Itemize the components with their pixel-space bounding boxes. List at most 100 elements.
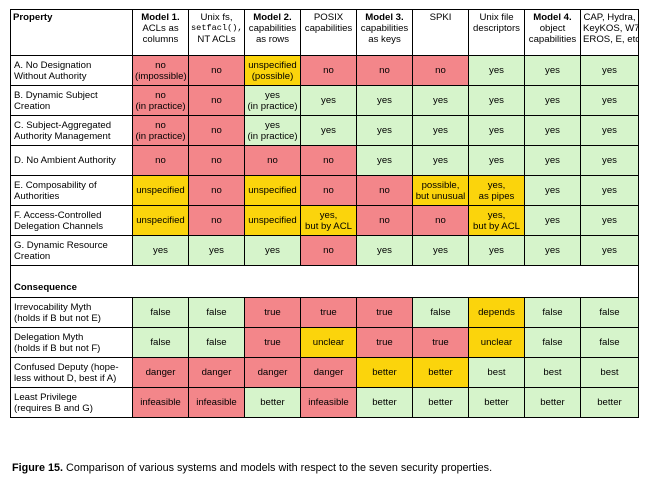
cell-line: false	[150, 307, 171, 318]
table-cell: yes	[468, 145, 525, 176]
cell-line: (requires B and G)	[14, 402, 93, 414]
table-cell: yes	[412, 235, 469, 266]
table-cell: no	[412, 205, 469, 236]
cell-line: yes	[602, 185, 617, 196]
cell-line: unspecified	[136, 185, 185, 196]
table-cell: best	[524, 357, 581, 388]
caption-text: Comparison of various systems and models…	[63, 462, 493, 474]
cell-line: no	[155, 89, 166, 101]
table-cell: false	[524, 297, 581, 328]
cell-line: yes	[602, 245, 617, 256]
consequence-header-row: Consequence	[10, 277, 639, 298]
column-header: Model 3. capabilities as keys	[356, 9, 413, 56]
cell-line: NT ACLs	[197, 34, 236, 45]
table-cell: yes	[132, 235, 189, 266]
cell-line: no	[267, 155, 278, 166]
cell-line: capabilities	[304, 23, 353, 34]
cell-line: setfacl(),	[191, 23, 243, 33]
cell-line: Delegation Channels	[14, 220, 104, 232]
cell-line: danger	[257, 367, 288, 378]
cell-line: true	[264, 307, 281, 318]
cell-line: but by ACL	[305, 220, 352, 232]
cell-line: as pipes	[478, 190, 515, 202]
cell-line: yes	[433, 95, 448, 106]
table-cell: true	[356, 297, 413, 328]
cell-line: Delegation Myth	[14, 331, 84, 343]
cell-line: possible,	[421, 179, 460, 191]
table-cell: true	[244, 297, 301, 328]
cell-line: better	[372, 397, 397, 408]
table-cell: yes	[468, 115, 525, 146]
table-cell: yes	[580, 175, 639, 206]
table-cell: unspecified	[132, 205, 189, 236]
cell-line: yes	[545, 65, 560, 76]
property-row: B. Dynamic Subject Creation no (in practice…	[10, 85, 639, 116]
cell-line: Creation	[14, 100, 51, 112]
cell-line: E. Composability of	[14, 179, 97, 191]
cell-line: SPKI	[429, 12, 452, 23]
cell-line: no	[323, 185, 334, 196]
cell-line: Irrevocability Myth	[14, 301, 92, 313]
cell-line: yes	[321, 125, 336, 136]
cell-line: no	[211, 155, 222, 166]
table-cell: yes	[356, 145, 413, 176]
table-cell: yes, as pipes	[468, 175, 525, 206]
cell-line: false	[206, 307, 227, 318]
cell-line: (holds if B but not F)	[14, 342, 101, 354]
property-row-label: D. No Ambient Authority	[10, 145, 133, 176]
table-cell: yes	[412, 85, 469, 116]
cell-line: no	[211, 65, 222, 76]
table-cell: yes	[356, 235, 413, 266]
cell-line: no	[323, 65, 334, 76]
table-cell: no	[244, 145, 301, 176]
cell-line: yes,	[487, 209, 506, 221]
consequence-row-label: Least Privilege (requires B and G)	[10, 387, 133, 418]
table-cell: no	[356, 55, 413, 86]
table-cell: danger	[188, 357, 245, 388]
cell-line: true	[432, 337, 449, 348]
cell-line: best	[600, 367, 619, 378]
cell-line: Unix file	[479, 12, 514, 23]
table-cell: false	[524, 327, 581, 358]
table-cell: yes, but by ACL	[468, 205, 525, 236]
table-cell: yes	[524, 235, 581, 266]
column-header: Unix file descriptors	[468, 9, 525, 56]
table-cell: unclear	[300, 327, 357, 358]
cell-line: true	[376, 307, 393, 318]
cell-line: yes	[489, 245, 504, 256]
table-cell: better	[356, 357, 413, 388]
table-cell: true	[300, 297, 357, 328]
cell-line: less without D, best if A)	[14, 372, 117, 384]
cell-line: Unix fs,	[200, 12, 233, 23]
table-cell: better	[524, 387, 581, 418]
cell-line: best	[543, 367, 562, 378]
table-cell: true	[244, 327, 301, 358]
cell-line: false	[599, 337, 620, 348]
cell-line: yes	[602, 215, 617, 226]
table-cell: yes	[468, 85, 525, 116]
cell-line: better	[540, 397, 565, 408]
cell-line: G. Dynamic Resource	[14, 239, 108, 251]
cell-line: yes	[545, 215, 560, 226]
cell-line: no	[211, 215, 222, 226]
cell-line: yes	[545, 125, 560, 136]
cell-line: danger	[313, 367, 344, 378]
cell-line: as keys	[368, 34, 401, 45]
table-cell: better	[412, 387, 469, 418]
cell-line: but by ACL	[473, 220, 520, 232]
cell-line: no	[211, 185, 222, 196]
table-cell: no	[188, 55, 245, 86]
table-cell: yes	[300, 85, 357, 116]
table-cell: no (in practice)	[132, 115, 189, 146]
cell-line: POSIX	[313, 12, 344, 23]
cell-line: yes	[209, 245, 224, 256]
table-cell: infeasible	[188, 387, 245, 418]
table-cell: better	[412, 357, 469, 388]
property-row: C. Subject-Aggregated Authority Managemen…	[10, 115, 639, 146]
comparison-table: Property Model 1. ACLs as columns Unix fs, se…	[10, 9, 639, 418]
table-cell: false	[412, 297, 469, 328]
table-cell: yes	[412, 145, 469, 176]
table-cell: unspecified	[244, 205, 301, 236]
cell-line: unspecified	[248, 215, 297, 226]
table-cell: no	[132, 145, 189, 176]
